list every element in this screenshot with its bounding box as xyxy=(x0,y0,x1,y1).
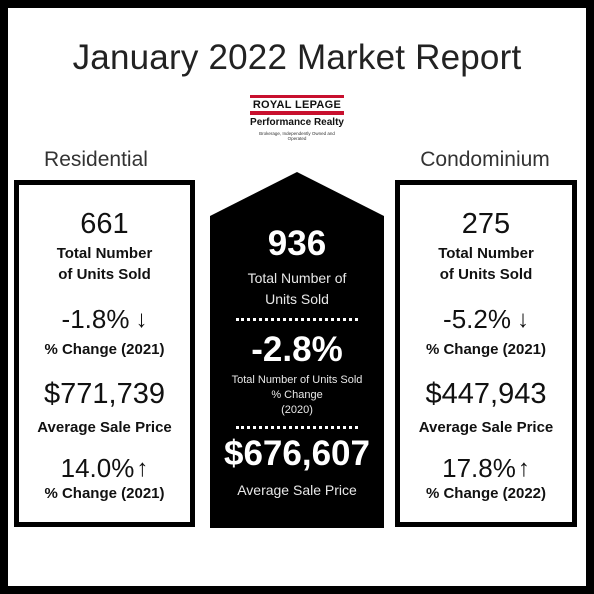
condominium-card: 275 Total Number of Units Sold -5.2% ↓ % … xyxy=(395,180,577,527)
residential-units-label-2: of Units Sold xyxy=(58,266,151,283)
residential-units-change-label: % Change (2021) xyxy=(44,341,165,358)
residential-price-change-label: % Change (2021) xyxy=(44,485,165,502)
condominium-price-change-label: % Change (2022) xyxy=(425,485,547,502)
condominium-price-change-row: 17.8%↑ xyxy=(400,453,572,484)
total-change-label-3: (2020) xyxy=(281,404,313,416)
residential-label: Residential xyxy=(44,148,148,171)
condominium-units-change-row: -5.2% ↓ xyxy=(400,304,572,335)
residential-units-change: -1.8% xyxy=(61,304,130,334)
residential-price-change: 14.0% xyxy=(60,453,135,483)
residential-avg-price-label: Average Sale Price xyxy=(37,419,172,436)
total-units-label-2: Units Sold xyxy=(265,291,329,307)
total-house-panel: 936 Total Number of Units Sold -2.8% Tot… xyxy=(210,172,384,528)
condominium-units-label-1: Total Number xyxy=(438,245,534,262)
royal-lepage-logo: ROYAL LEPAGE Performance Realty Brokerag… xyxy=(250,95,344,147)
condominium-units-change: -5.2% xyxy=(443,304,511,334)
total-change: -2.8% xyxy=(251,330,343,369)
residential-units-change-row: -1.8% ↓ xyxy=(19,304,190,335)
logo-tagline: Brokerage, Independently Owned and Opera… xyxy=(259,131,335,141)
dotted-divider xyxy=(236,318,358,321)
residential-price-change-row: 14.0%↑ xyxy=(19,453,190,484)
down-arrow-icon: ↓ xyxy=(516,306,529,333)
house-shape xyxy=(210,172,384,528)
logo-brand-name: ROYAL LEPAGE xyxy=(250,98,344,112)
condominium-units-label-2: of Units Sold xyxy=(439,266,533,283)
report-title: January 2022 Market Report xyxy=(72,38,522,77)
condominium-units-change-label: % Change (2021) xyxy=(425,341,547,358)
condominium-price-change: 17.8% xyxy=(442,453,516,483)
condominium-units: 275 xyxy=(461,208,511,240)
total-change-label-1: Total Number of Units Sold xyxy=(231,374,363,386)
residential-units-label-1: Total Number xyxy=(56,245,153,262)
total-change-label-2: % Change xyxy=(271,389,323,401)
condominium-label: Condominium xyxy=(420,148,550,171)
up-arrow-icon: ↑ xyxy=(136,455,149,482)
total-units: 936 xyxy=(267,224,327,263)
dotted-divider xyxy=(236,426,358,429)
total-avg-price-label: Average Sale Price xyxy=(237,482,357,498)
logo-top-band xyxy=(250,95,344,99)
condominium-avg-price: $447,943 xyxy=(425,378,547,410)
logo-bottom-band xyxy=(250,111,344,115)
total-units-label-1: Total Number of xyxy=(247,270,347,286)
up-arrow-icon: ↑ xyxy=(517,455,530,482)
residential-avg-price: $771,739 xyxy=(44,378,165,410)
total-avg-price: $676,607 xyxy=(224,434,370,473)
residential-card: 661 Total Number of Units Sold -1.8% ↓ % … xyxy=(14,180,195,527)
logo-office-name: Performance Realty xyxy=(250,117,344,128)
residential-units: 661 xyxy=(80,208,129,240)
condominium-avg-price-label: Average Sale Price xyxy=(418,419,554,436)
down-arrow-icon: ↓ xyxy=(135,306,148,333)
